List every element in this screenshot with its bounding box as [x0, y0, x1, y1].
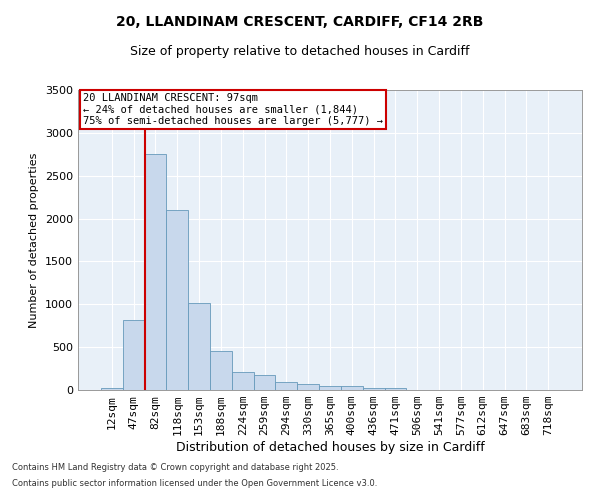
Bar	[254, 376, 275, 390]
Text: 20, LLANDINAM CRESCENT, CARDIFF, CF14 2RB: 20, LLANDINAM CRESCENT, CARDIFF, CF14 2R…	[116, 15, 484, 29]
Y-axis label: Number of detached properties: Number of detached properties	[29, 152, 40, 328]
Bar	[188, 302, 210, 390]
Bar	[123, 320, 145, 390]
Bar	[385, 388, 406, 390]
Text: Contains HM Land Registry data © Crown copyright and database right 2025.: Contains HM Land Registry data © Crown c…	[12, 464, 338, 472]
X-axis label: Distribution of detached houses by size in Cardiff: Distribution of detached houses by size …	[176, 441, 484, 454]
Bar	[319, 386, 341, 390]
Bar	[145, 154, 166, 390]
Bar	[297, 384, 319, 390]
Text: 20 LLANDINAM CRESCENT: 97sqm
← 24% of detached houses are smaller (1,844)
75% of: 20 LLANDINAM CRESCENT: 97sqm ← 24% of de…	[83, 93, 383, 126]
Bar	[166, 210, 188, 390]
Bar	[101, 388, 123, 390]
Bar	[363, 388, 385, 390]
Bar	[275, 382, 297, 390]
Bar	[210, 352, 232, 390]
Bar	[232, 372, 254, 390]
Bar	[341, 386, 363, 390]
Text: Contains public sector information licensed under the Open Government Licence v3: Contains public sector information licen…	[12, 478, 377, 488]
Text: Size of property relative to detached houses in Cardiff: Size of property relative to detached ho…	[130, 45, 470, 58]
